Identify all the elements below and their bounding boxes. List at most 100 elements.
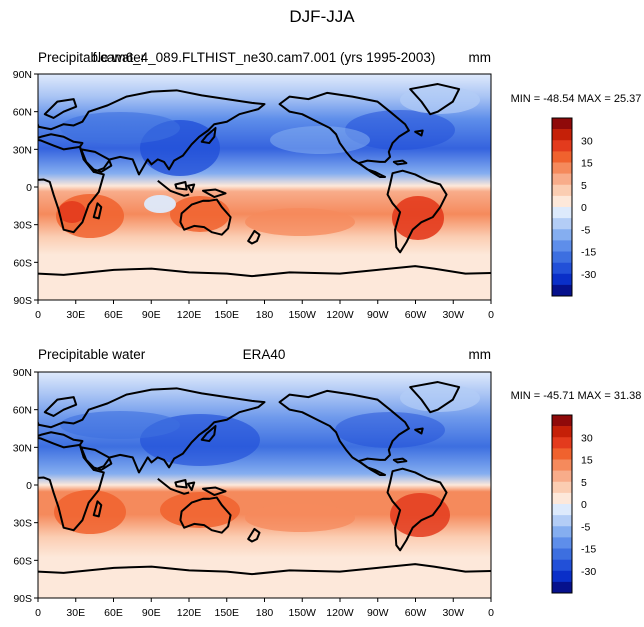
lon-tick-label: 120E bbox=[177, 607, 202, 619]
panel-1-lat-axis: 90N 60N 30N 0 30S 60S 90S bbox=[13, 69, 38, 307]
lon-tick-label: 150E bbox=[214, 309, 239, 321]
lon-tick-label: 30W bbox=[442, 309, 464, 321]
colorbar-label: -30 bbox=[581, 269, 596, 281]
colorbar-label: -30 bbox=[581, 566, 596, 578]
lat-tick-label: 90S bbox=[13, 593, 32, 605]
lon-tick-label: 90W bbox=[367, 309, 389, 321]
lon-tick-label: 150W bbox=[289, 309, 317, 321]
panel-2-left-string: Precipitable water bbox=[38, 347, 146, 362]
panel-1-right-string: mm bbox=[469, 50, 492, 65]
colorbar-swatch bbox=[552, 481, 572, 494]
lat-tick-label: 60S bbox=[13, 257, 32, 269]
colorbar-swatch bbox=[552, 581, 572, 594]
colorbar-label: 15 bbox=[581, 158, 593, 170]
lon-tick-label: 120W bbox=[326, 607, 354, 619]
lon-tick-label: 0 bbox=[35, 309, 41, 321]
colorbar-swatch bbox=[552, 559, 572, 572]
colorbar-swatch bbox=[552, 240, 572, 252]
colorbar-swatch bbox=[552, 537, 572, 549]
colorbar-swatch bbox=[552, 218, 572, 230]
lat-tick-label: 60S bbox=[13, 555, 32, 567]
colorbar-swatch bbox=[552, 173, 572, 186]
colorbar-label: 5 bbox=[581, 180, 587, 192]
lat-tick-label: 90N bbox=[13, 69, 32, 81]
colorbar-label: 30 bbox=[581, 432, 593, 444]
colorbar-label: -15 bbox=[581, 247, 596, 259]
lon-tick-label: 60E bbox=[104, 607, 123, 619]
colorbar-swatch bbox=[552, 492, 572, 505]
lon-tick-label: 120E bbox=[177, 309, 202, 321]
lat-tick-label: 0 bbox=[26, 182, 32, 194]
colorbar-swatch bbox=[552, 426, 572, 438]
panel-1-colorbar: 30 15 5 0 -5 -15 -30 bbox=[551, 117, 596, 297]
lon-tick-label: 0 bbox=[35, 607, 41, 619]
panel-2-right-string: mm bbox=[469, 347, 492, 362]
lon-tick-label: 150E bbox=[214, 607, 239, 619]
panel-2-map bbox=[38, 372, 491, 598]
colorbar-swatch bbox=[552, 570, 572, 583]
panel-1: Precipitable water f.cam6_4_089.FLTHIST_… bbox=[13, 50, 642, 321]
colorbar-swatch bbox=[552, 184, 572, 197]
lon-tick-label: 180 bbox=[256, 309, 274, 321]
colorbar-swatch bbox=[552, 195, 572, 208]
panel-2-lon-axis: 0 30E 60E 90E 120E 150E 180 150W 120W 90W 60W 30W 0 bbox=[35, 598, 494, 619]
colorbar-swatch bbox=[552, 415, 572, 427]
colorbar-label: -15 bbox=[581, 544, 596, 556]
colorbar-swatch bbox=[552, 207, 572, 219]
panel-1-center-string: f.cam6_4_089.FLTHIST_ne30.cam7.001 (yrs … bbox=[93, 50, 436, 65]
panel-2-colorbar: 30 15 5 0 -5 -15 -30 bbox=[551, 414, 596, 594]
colorbar-swatch bbox=[552, 229, 572, 241]
lon-tick-label: 0 bbox=[488, 309, 494, 321]
lon-tick-label: 90E bbox=[142, 309, 161, 321]
lat-tick-label: 30N bbox=[13, 144, 32, 156]
colorbar-swatch bbox=[552, 251, 572, 263]
figure-title: DJF-JJA bbox=[289, 7, 355, 26]
lon-tick-label: 0 bbox=[488, 607, 494, 619]
lat-tick-label: 60N bbox=[13, 405, 32, 417]
panel-2-lat-axis: 90N 60N 30N 0 30S 60S 90S bbox=[13, 367, 38, 605]
lon-tick-label: 30W bbox=[442, 607, 464, 619]
colorbar-label: 0 bbox=[581, 499, 587, 511]
colorbar-label: 5 bbox=[581, 477, 587, 489]
colorbar-label: -5 bbox=[581, 224, 590, 236]
panel-1-left-string: Precipitable water bbox=[38, 50, 146, 65]
colorbar-swatch bbox=[552, 284, 572, 297]
panel-1-stats: MIN = -48.54 MAX = 25.37 bbox=[511, 93, 642, 105]
panel-1-map bbox=[38, 74, 491, 300]
colorbar-swatch bbox=[552, 140, 572, 152]
lat-tick-label: 0 bbox=[26, 480, 32, 492]
lon-tick-label: 60W bbox=[405, 607, 427, 619]
colorbar-label: 15 bbox=[581, 455, 593, 467]
lon-tick-label: 30E bbox=[66, 607, 85, 619]
colorbar-swatch bbox=[552, 118, 572, 130]
colorbar-swatch bbox=[552, 437, 572, 449]
colorbar-swatch bbox=[552, 262, 572, 275]
lat-tick-label: 90N bbox=[13, 367, 32, 379]
lon-tick-label: 150W bbox=[289, 607, 317, 619]
colorbar-swatch bbox=[552, 470, 572, 483]
panel-1-lon-axis: 0 30E 60E 90E 120E 150E 180 150W 120W 90W 60W 30W 0 bbox=[35, 300, 494, 321]
lon-tick-label: 180 bbox=[256, 607, 274, 619]
colorbar-frame bbox=[551, 414, 573, 594]
colorbar-swatch bbox=[552, 504, 572, 516]
lon-tick-label: 120W bbox=[326, 309, 354, 321]
colorbar-swatch bbox=[552, 129, 572, 141]
lat-tick-label: 60N bbox=[13, 107, 32, 119]
colorbar-swatch bbox=[552, 273, 572, 286]
colorbar-swatch bbox=[552, 448, 572, 460]
lon-tick-label: 60E bbox=[104, 309, 123, 321]
colorbar-swatch bbox=[552, 526, 572, 538]
lon-tick-label: 90W bbox=[367, 607, 389, 619]
lon-tick-label: 30E bbox=[66, 309, 85, 321]
colorbar-label: 30 bbox=[581, 135, 593, 147]
lat-tick-label: 30N bbox=[13, 442, 32, 454]
colorbar-swatch bbox=[552, 548, 572, 560]
panel-2-stats: MIN = -45.71 MAX = 31.38 bbox=[511, 390, 642, 402]
lon-tick-label: 90E bbox=[142, 607, 161, 619]
lon-tick-label: 60W bbox=[405, 309, 427, 321]
colorbar-swatch bbox=[552, 515, 572, 527]
lat-tick-label: 30S bbox=[13, 220, 32, 232]
colorbar-frame bbox=[551, 117, 573, 297]
lat-tick-label: 90S bbox=[13, 295, 32, 307]
